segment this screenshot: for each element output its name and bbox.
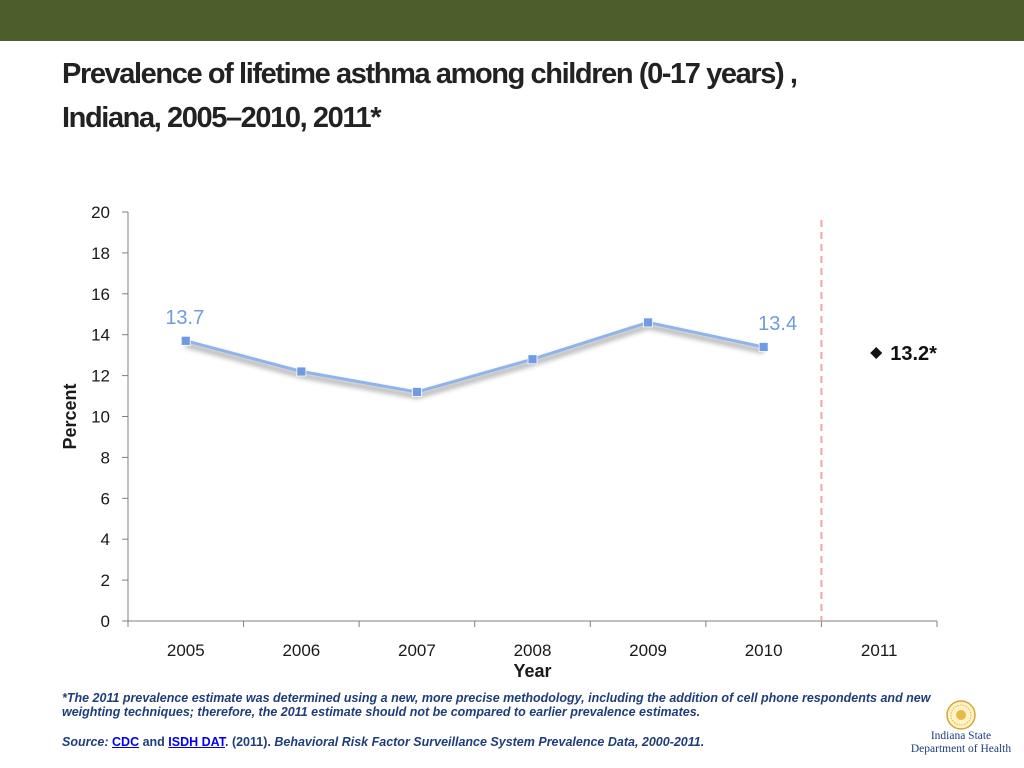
- y-tick-label: 6: [101, 489, 110, 508]
- title-line-1: Prevalence of lifetime asthma among chil…: [62, 58, 798, 90]
- y-tick-label: 10: [91, 408, 110, 427]
- data-point-2006: [296, 366, 307, 377]
- data-point-2005: [180, 335, 191, 346]
- footnote: *The 2011 prevalence estimate was determ…: [62, 691, 931, 719]
- y-tick-label: 12: [91, 367, 110, 386]
- source-and: and: [139, 735, 169, 749]
- x-tick-label: 2010: [745, 641, 783, 660]
- y-tick-label: 2: [101, 571, 110, 590]
- data-point-2010: [758, 342, 769, 352]
- slide-title: Prevalence of lifetime asthma among chil…: [62, 52, 962, 140]
- y-tick-label: 0: [101, 612, 110, 631]
- y-tick-label: 18: [91, 244, 110, 263]
- source-year: . (2011).: [225, 735, 275, 749]
- cdc-link[interactable]: CDC: [112, 735, 140, 749]
- x-tick-label: 2011: [861, 641, 898, 660]
- data-label-2005: 13.7: [165, 307, 204, 329]
- data-label-2011: 13.2*: [890, 343, 937, 365]
- x-tick-label: 2005: [167, 641, 205, 660]
- y-tick-label: 16: [91, 285, 110, 304]
- x-axis-title: Year: [513, 661, 551, 681]
- data-point-2008: [527, 354, 538, 365]
- logo-line-2: Department of Health: [910, 743, 1012, 755]
- y-tick-label: 8: [101, 448, 110, 467]
- x-tick-label: 2006: [282, 641, 320, 660]
- state-seal-icon: [946, 700, 976, 730]
- y-axis-title: Percent: [60, 383, 80, 449]
- x-tick-label: 2008: [514, 641, 552, 660]
- data-point-2011: [870, 347, 883, 360]
- y-tick-label: 4: [101, 530, 110, 549]
- isdh-logo: Indiana State Department of Health: [902, 700, 1020, 762]
- series-line: [185, 320, 764, 394]
- source-prefix: Source:: [62, 735, 113, 749]
- y-tick-label: 20: [91, 203, 110, 222]
- top-banner: [0, 0, 1024, 41]
- title-line-2: Indiana, 2005–2010, 2011*: [62, 102, 382, 134]
- source-publication: Behavioral Risk Factor Surveillance Syst…: [274, 735, 705, 749]
- logo-line-1: Indiana State: [930, 730, 992, 742]
- y-tick-label: 14: [91, 326, 110, 345]
- x-tick-label: 2007: [398, 641, 436, 660]
- line-chart: 0 2 4 6 8 10 12 14 16 18 20 2005 2006 2007 2008 2009 201…: [60, 203, 938, 681]
- isdh-dat-link[interactable]: ISDH DAT: [168, 735, 225, 749]
- x-tick-label: 2009: [629, 641, 667, 660]
- data-label-2010: 13.4: [758, 313, 797, 335]
- data-point-2007: [412, 387, 422, 397]
- source-citation: Source: CDC and ISDH DAT. (2011). Behavi…: [62, 734, 862, 750]
- data-point-2009: [643, 317, 653, 328]
- series-shadow: [185, 323, 765, 400]
